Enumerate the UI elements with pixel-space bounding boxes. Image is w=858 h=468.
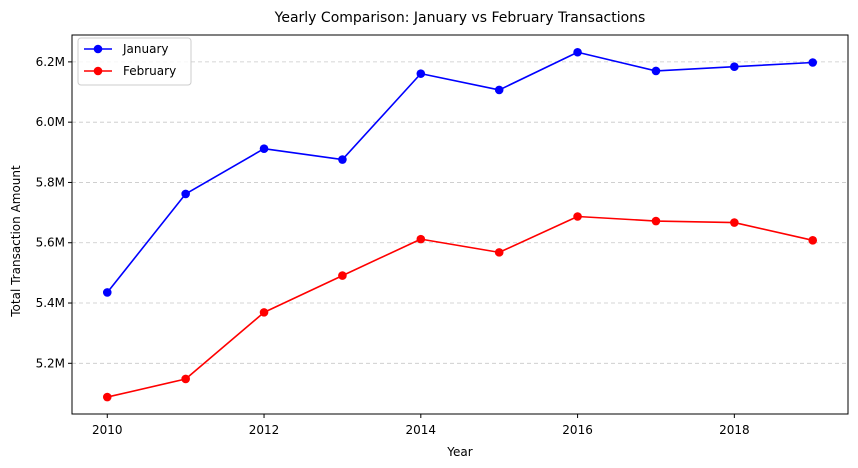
data-point-february xyxy=(808,236,818,245)
series-line-february xyxy=(107,215,813,398)
data-point-january xyxy=(494,85,504,95)
legend-label-february: February xyxy=(123,64,176,78)
x-tick-label: 2012 xyxy=(249,423,280,437)
data-point-january xyxy=(259,144,269,153)
data-point-february xyxy=(494,248,504,257)
data-point-february xyxy=(338,271,347,280)
y-tick-label: 5.8M xyxy=(36,175,65,189)
series-february xyxy=(102,212,818,402)
data-point-january xyxy=(573,47,582,57)
series-layer xyxy=(102,47,818,402)
legend-label-january: January xyxy=(122,42,169,56)
series-line-january xyxy=(106,51,813,293)
data-point-january xyxy=(181,189,190,199)
y-tick-label: 5.6M xyxy=(36,236,65,250)
series-january xyxy=(102,47,818,297)
data-point-february xyxy=(416,234,426,244)
data-point-february xyxy=(573,212,582,221)
legend: January February xyxy=(77,37,192,86)
data-point-february xyxy=(651,216,661,226)
plot-area-frame xyxy=(71,34,849,415)
x-tick-label: 2016 xyxy=(562,423,593,437)
data-point-january xyxy=(338,155,347,164)
y-axis-label: Total Transaction Amount xyxy=(9,165,23,318)
y-tick-label: 6.2M xyxy=(36,55,65,69)
x-tick-label: 2014 xyxy=(406,423,437,437)
y-axis: 5.2M 5.4M 5.6M 5.8M 6.0M 6.2M xyxy=(36,55,72,370)
x-axis-label: Year xyxy=(446,445,472,459)
grid-lines xyxy=(72,61,848,364)
data-point-january xyxy=(102,288,112,297)
x-tick-label: 2010 xyxy=(92,423,123,437)
data-point-february xyxy=(730,218,739,227)
data-point-february xyxy=(181,374,190,384)
data-point-january xyxy=(651,66,661,76)
chart-title: Yearly Comparison: January vs February T… xyxy=(274,10,646,26)
data-point-january xyxy=(808,58,818,67)
data-point-january xyxy=(730,62,739,72)
x-tick-label: 2018 xyxy=(719,423,750,437)
y-tick-label: 5.4M xyxy=(36,296,65,310)
legend-marker-february xyxy=(93,66,103,76)
x-axis: 2010 2012 2014 2016 2018 xyxy=(92,414,750,437)
data-point-february xyxy=(102,392,112,402)
y-tick-label: 5.2M xyxy=(36,356,65,370)
data-point-february xyxy=(259,308,269,317)
legend-marker-january xyxy=(93,44,103,54)
y-tick-label: 6.0M xyxy=(36,115,65,129)
data-point-january xyxy=(416,69,426,78)
